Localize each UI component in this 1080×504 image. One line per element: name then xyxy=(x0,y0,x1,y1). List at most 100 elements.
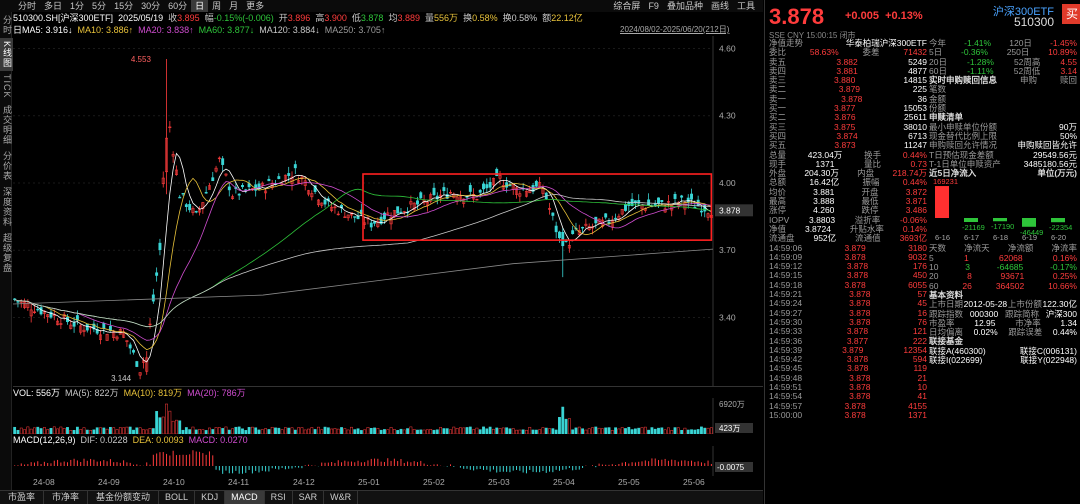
high-marker: 4.553 xyxy=(131,55,152,64)
stat-row: 总量 423.04万 换手 0.44% xyxy=(769,150,927,160)
period-6[interactable]: 60分 xyxy=(168,1,188,11)
inflow-bar xyxy=(993,218,1007,222)
indicator-tab-3[interactable]: BOLL xyxy=(159,491,196,504)
period-10[interactable]: 更多 xyxy=(246,1,265,11)
kline-chart[interactable]: 4.60 4.30 4.00 3.70 3.40 4.553 3.144 3.878 xyxy=(13,36,763,386)
period-7[interactable]: 日 xyxy=(191,0,209,12)
volume-bar xyxy=(161,416,165,434)
x-tick-9: 25-05 xyxy=(618,477,640,487)
volume-bar xyxy=(168,410,172,434)
indicator-tab-2[interactable]: 基金份额变动 xyxy=(88,491,160,504)
leftnav-item-3[interactable]: 成交明细 xyxy=(2,104,12,145)
candle-body xyxy=(208,185,211,190)
info-close: 3.895 xyxy=(177,13,200,23)
highlight-box xyxy=(362,173,713,241)
tick-row-cell-1: 3.878 xyxy=(849,316,871,327)
indicator-tab-1[interactable]: 市净率 xyxy=(44,491,89,504)
avg-label: 均 xyxy=(388,13,398,23)
candle-body xyxy=(320,202,324,206)
top-tool-3[interactable]: 画线 xyxy=(710,1,729,11)
info-column: 今年 -1.41% 120日 -1.45% 5日 -0.36% 250日 10.89% 20日 -… xyxy=(929,38,1077,365)
top-tool-0[interactable]: 综合屏 xyxy=(613,1,641,11)
indicator-tab-5[interactable]: MACD xyxy=(225,491,265,504)
candle-body xyxy=(181,193,185,195)
leftnav-item-5[interactable]: 深度资料 xyxy=(2,186,12,227)
period-8[interactable]: 周 xyxy=(212,1,222,11)
volume-bar xyxy=(670,430,674,434)
tick-row: 14:59:15 3.878 450 xyxy=(769,271,927,281)
tick-row-cell-2: 6055 xyxy=(908,279,927,290)
period-2[interactable]: 1分 xyxy=(70,1,85,11)
leftnav-item-4[interactable]: 分价表 xyxy=(2,150,12,181)
period-0[interactable]: 分时 xyxy=(18,1,37,11)
perf-row-cell-2: 52周低 xyxy=(1013,65,1041,76)
info-date: 2025/05/19 xyxy=(118,13,164,23)
leftnav-item-0[interactable]: 分时 xyxy=(2,15,12,35)
tick-row-cell-0: 14:59:09 xyxy=(769,251,803,262)
candle-body xyxy=(475,198,479,201)
candle-body xyxy=(571,230,575,235)
stat-row-cell-0: 总额 xyxy=(769,177,787,188)
security-code-right: 510300 xyxy=(1013,15,1054,29)
candle-body xyxy=(554,225,558,233)
volume-bar xyxy=(703,427,707,434)
indicator-tab-4[interactable]: KDJ xyxy=(195,491,226,504)
period-9[interactable]: 月 xyxy=(229,1,239,11)
leftnav-item-1[interactable]: K线图 xyxy=(0,38,13,72)
inflow-bar xyxy=(1022,218,1036,228)
volume-bar xyxy=(178,420,182,434)
ma250-label: MA250: 3.705↑ xyxy=(324,25,386,35)
volume-bar xyxy=(145,429,149,434)
indicator-tab-7[interactable]: SAR xyxy=(293,491,325,504)
macd-chart[interactable]: -0.0075 xyxy=(13,446,763,476)
indicator-tab-8[interactable]: W&R xyxy=(324,491,359,504)
candle-body xyxy=(310,193,314,198)
list-row-cell-0: 现金替代比例上限 xyxy=(929,130,998,141)
tick-row-cell-0: 14:59:06 xyxy=(769,242,803,253)
stat-row-cell-0: 现手 xyxy=(769,158,787,169)
top-tool-4[interactable]: 工具 xyxy=(736,1,755,11)
x-tick-3: 24-11 xyxy=(228,477,250,487)
leftnav-item-6[interactable]: 超级复盘 xyxy=(2,232,12,273)
volume-bar xyxy=(264,428,267,434)
period-4[interactable]: 15分 xyxy=(114,1,134,11)
candle-body xyxy=(323,199,327,205)
period-5[interactable]: 30分 xyxy=(141,1,161,11)
bid-row-cell-1: 3.877 xyxy=(834,103,856,114)
period-3[interactable]: 5分 xyxy=(92,1,107,11)
candle-body xyxy=(528,189,532,194)
stat-row-cell-2: 跌停 xyxy=(861,205,879,216)
tick-row-cell-0: 14:59:12 xyxy=(769,261,803,272)
ma60-label: MA60: 3.877↓ xyxy=(198,25,255,35)
macd-value: MACD: 0.0270 xyxy=(188,435,248,445)
tick-row-cell-2: 176 xyxy=(912,261,927,272)
ma-legend: 日MA5: 3.916↓ MA10: 3.886↑ MA20: 3.838↑ M… xyxy=(13,24,763,36)
volume-bar xyxy=(112,427,116,434)
buy-button[interactable]: 买 xyxy=(1062,4,1080,24)
candle-body xyxy=(99,334,102,340)
list-row-cell-1: 3485180.56元 xyxy=(1023,158,1077,169)
candle-body xyxy=(165,137,168,173)
volume-bar xyxy=(224,426,228,434)
leftnav-item-2[interactable]: TICK xyxy=(2,74,12,99)
candle-body xyxy=(561,231,565,247)
top-tool-1[interactable]: F9 xyxy=(648,1,659,11)
volume-chart[interactable]: 6920万 423万 xyxy=(13,398,763,434)
date-range-link[interactable]: 2024/08/02-2025/06/20(212日) xyxy=(620,25,730,34)
basic-row-cell-3: 1.34 xyxy=(1060,317,1077,328)
period-1[interactable]: 多日 xyxy=(44,1,63,11)
candle-body xyxy=(567,244,571,249)
candle-body xyxy=(201,202,205,210)
candle-body xyxy=(188,204,192,211)
info-chg: -0.15%(-0.006) xyxy=(213,13,274,23)
indicator-tab-0[interactable]: 市盈率 xyxy=(0,491,45,504)
perf-row-cell-1: -0.36% xyxy=(961,47,988,58)
top-tool-2[interactable]: 叠加品种 xyxy=(666,1,703,11)
inflow-value: -21169 xyxy=(962,223,985,232)
volume-bar xyxy=(105,428,109,434)
indicator-tab-6[interactable]: RSI xyxy=(265,491,293,504)
bid-row-cell-1: 3.876 xyxy=(834,112,856,123)
volume-bar xyxy=(700,426,703,434)
flowtbl-row-cell-2: 62068 xyxy=(998,252,1023,263)
tick-row-cell-1: 3.878 xyxy=(844,400,866,411)
